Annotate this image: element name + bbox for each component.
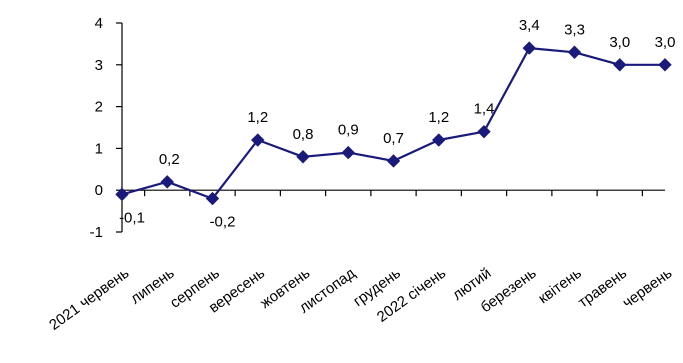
data-label: 3,0 xyxy=(655,34,676,51)
data-label: 0,8 xyxy=(293,126,314,143)
data-label: -0,1 xyxy=(119,209,145,226)
x-category-label: травень xyxy=(575,265,630,312)
data-label: 0,9 xyxy=(338,122,359,139)
data-point-marker xyxy=(658,58,672,72)
data-point-marker xyxy=(432,133,446,147)
data-point-marker xyxy=(205,191,220,206)
y-tick-label: 2 xyxy=(95,99,103,116)
data-label: 3,0 xyxy=(609,34,630,51)
data-point-marker xyxy=(567,45,582,59)
y-tick-label: -1 xyxy=(90,224,103,241)
y-tick-label: 0 xyxy=(95,182,103,199)
y-tick-label: 1 xyxy=(95,140,103,157)
data-point-marker xyxy=(296,150,310,164)
data-label: 1,4 xyxy=(474,101,495,118)
data-point-marker xyxy=(522,41,536,55)
x-category-label: червень xyxy=(619,265,675,312)
y-tick-label: 3 xyxy=(95,57,103,74)
data-label: 1,2 xyxy=(428,109,449,126)
data-point-marker xyxy=(477,124,491,139)
data-label: 0,7 xyxy=(383,130,404,147)
data-point-marker xyxy=(160,175,174,189)
data-point-marker xyxy=(115,187,129,202)
data-label: 0,2 xyxy=(159,151,180,168)
x-category-label: 2021 червень xyxy=(46,265,132,334)
series-line xyxy=(121,46,665,200)
data-point-marker xyxy=(251,133,265,147)
y-tick-label: 4 xyxy=(95,15,103,32)
data-point-marker xyxy=(386,154,401,168)
data-point-marker xyxy=(341,145,355,160)
data-label: 3,3 xyxy=(564,21,585,38)
data-label: 3,4 xyxy=(519,17,540,34)
data-label: -0,2 xyxy=(210,214,236,231)
data-point-marker xyxy=(613,58,627,72)
data-label: 1,2 xyxy=(247,109,268,126)
